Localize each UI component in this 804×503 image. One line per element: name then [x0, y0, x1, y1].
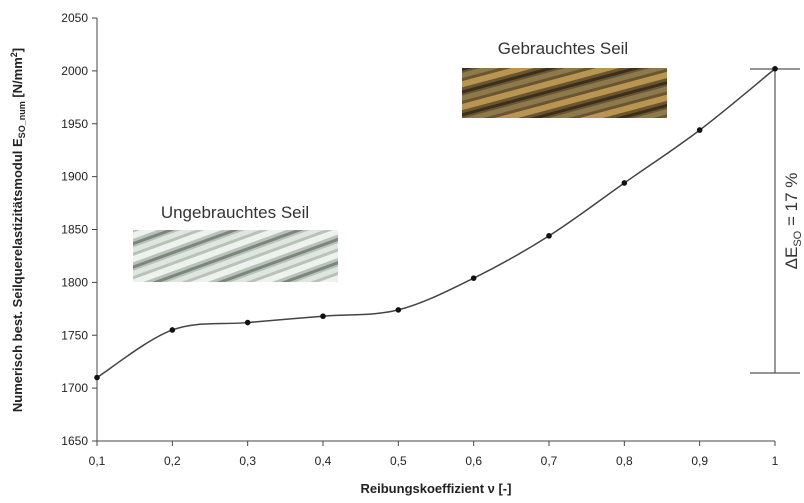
- x-axis-label: Reibungskoeffizient ν [-]: [361, 481, 512, 496]
- y-tick-label: 1900: [61, 170, 88, 184]
- y-label-main: Numerisch best. Seilquerelastizitätsmodu…: [10, 138, 25, 412]
- data-point: [621, 180, 628, 186]
- x-tick-label: 0,9: [691, 454, 708, 468]
- rope-image-used: [462, 68, 667, 118]
- y-label-sup: 2: [9, 52, 19, 57]
- delta-main: ΔE: [782, 247, 801, 270]
- y-tick-label: 1800: [61, 275, 88, 289]
- x-tick-label: 0,1: [89, 454, 106, 468]
- data-line: [96, 68, 776, 379]
- annotation-unused: Ungebrauchtes Seil: [161, 203, 309, 222]
- annotation-used: Gebrauchtes Seil: [498, 39, 628, 58]
- data-point: [696, 127, 703, 133]
- data-point: [94, 374, 100, 381]
- y-tick-label: 1650: [61, 434, 88, 448]
- y-tick-label: 1850: [61, 223, 88, 237]
- x-tick-label: 0,4: [315, 454, 332, 468]
- x-tick-label: 0,5: [390, 454, 407, 468]
- y-tick-label: 1950: [61, 117, 88, 131]
- y-label-unit: [N/mm: [10, 57, 25, 101]
- data-point: [244, 319, 251, 326]
- y-label-end: ]: [10, 48, 25, 52]
- data-point: [470, 275, 477, 281]
- data-point: [169, 327, 176, 333]
- x-tick-label: 0,8: [616, 454, 633, 468]
- x-tick-label: 0,6: [465, 454, 482, 468]
- x-tick-label: 1: [772, 454, 779, 468]
- annotation-delta: ΔESO = 17 %: [782, 173, 804, 270]
- data-point: [395, 307, 402, 313]
- x-tick-label: 0,3: [239, 454, 256, 468]
- rope-image-unused: [133, 230, 338, 282]
- data-point: [546, 233, 552, 239]
- x-tick-label: 0,7: [541, 454, 558, 468]
- x-tick-label: 0,2: [164, 454, 181, 468]
- delta-rest: = 17 %: [782, 173, 801, 231]
- delta-sub: SO: [792, 230, 804, 246]
- y-tick-label: 1750: [61, 328, 88, 342]
- y-label-sub: SO_num: [17, 101, 27, 138]
- y-tick-label: 2000: [61, 64, 88, 78]
- y-tick-label: 1700: [61, 381, 88, 395]
- data-point: [772, 65, 778, 72]
- y-axis-label: Numerisch best. Seilquerelastizitätsmodu…: [9, 48, 27, 412]
- y-tick-label: 2050: [61, 11, 88, 25]
- data-point: [320, 313, 326, 320]
